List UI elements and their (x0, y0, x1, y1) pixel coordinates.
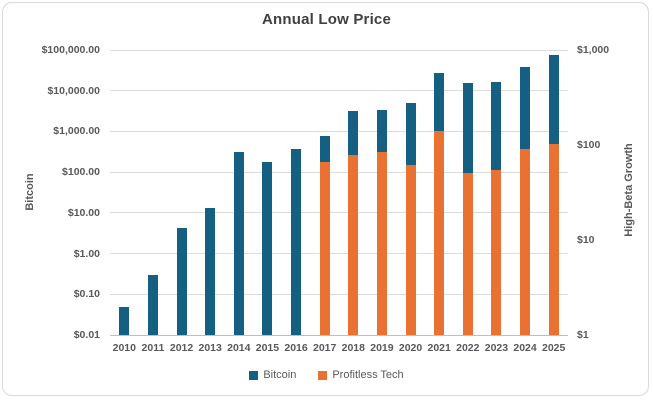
right-tick-label: $10 (577, 234, 595, 246)
bar-profitless-tech-2024 (520, 148, 531, 335)
chart-title: Annual Low Price (261, 11, 392, 28)
x-tick-label-2021: 2021 (427, 342, 451, 354)
bar-profitless-tech-2019 (376, 152, 387, 335)
bar-profitless-tech-2021 (434, 131, 445, 335)
bar-bitcoin-2011 (147, 274, 158, 335)
bar-bitcoin-2014 (233, 152, 244, 335)
x-tick-label-2010: 2010 (112, 342, 136, 354)
x-tick-label-2023: 2023 (484, 342, 509, 354)
bar-profitless-tech-2022 (462, 172, 473, 335)
left-tick-label: $0.01 (73, 329, 100, 341)
legend-swatch-profitless-tech-icon (318, 370, 328, 380)
legend: Bitcoin Profitless Tech (0, 369, 653, 381)
right-axis-title: High-Beta Growth (623, 143, 635, 237)
left-tick-label: $1.00 (73, 247, 100, 260)
left-tick-label: $10.00 (67, 206, 100, 219)
right-tick-label: $1 (577, 329, 589, 341)
x-tick-label-2025: 2025 (542, 342, 566, 354)
bar-profitless-tech-2020 (405, 164, 416, 335)
right-tick-label: $100 (577, 139, 601, 151)
x-tick-label-2022: 2022 (456, 342, 480, 354)
x-tick-label-2014: 2014 (227, 342, 251, 354)
x-tick-label-2013: 2013 (198, 342, 222, 354)
x-tick-label-2018: 2018 (341, 342, 365, 354)
bar-bitcoin-2013 (205, 207, 216, 335)
gridline (110, 212, 568, 214)
bar-bitcoin-2010 (119, 306, 130, 335)
legend-item-bitcoin: Bitcoin (249, 369, 296, 381)
left-tick-label: $100.00 (62, 166, 100, 179)
gridline (110, 253, 568, 255)
x-tick-label-2016: 2016 (284, 342, 308, 354)
legend-item-profitless-tech: Profitless Tech (318, 369, 404, 381)
left-axis-title: Bitcoin (24, 173, 36, 211)
legend-label-profitless-tech: Profitless Tech (332, 369, 404, 381)
bar-profitless-tech-2023 (491, 169, 502, 335)
gridline (110, 49, 568, 51)
gridline (110, 293, 568, 295)
gridline (110, 130, 568, 132)
x-tick-label-2019: 2019 (370, 342, 394, 354)
legend-label-bitcoin: Bitcoin (263, 369, 297, 381)
bar-bitcoin-2015 (262, 161, 273, 335)
right-tick-label: $1,000 (577, 44, 610, 56)
x-tick-label-2020: 2020 (398, 342, 423, 354)
left-tick-label: $0.10 (73, 288, 100, 301)
x-tick-label-2017: 2017 (313, 342, 337, 354)
legend-swatch-bitcoin-icon (249, 370, 259, 380)
left-tick-label: $10,000.00 (47, 84, 100, 97)
x-tick-label-2011: 2011 (141, 342, 165, 354)
bar-profitless-tech-2017 (319, 162, 330, 335)
x-tick-label-2012: 2012 (169, 342, 194, 354)
left-tick-label: $1,000.00 (53, 125, 100, 138)
bar-profitless-tech-2025 (548, 144, 559, 335)
bar-bitcoin-2016 (291, 149, 302, 335)
x-tick-label-2015: 2015 (255, 342, 280, 354)
x-axis-line (110, 334, 568, 336)
bar-bitcoin-2012 (176, 228, 187, 335)
bar-profitless-tech-2018 (348, 154, 359, 335)
x-tick-label-2024: 2024 (513, 342, 537, 354)
gridline (110, 171, 568, 173)
left-tick-label: $100,000.00 (41, 44, 100, 56)
gridline (110, 90, 568, 92)
